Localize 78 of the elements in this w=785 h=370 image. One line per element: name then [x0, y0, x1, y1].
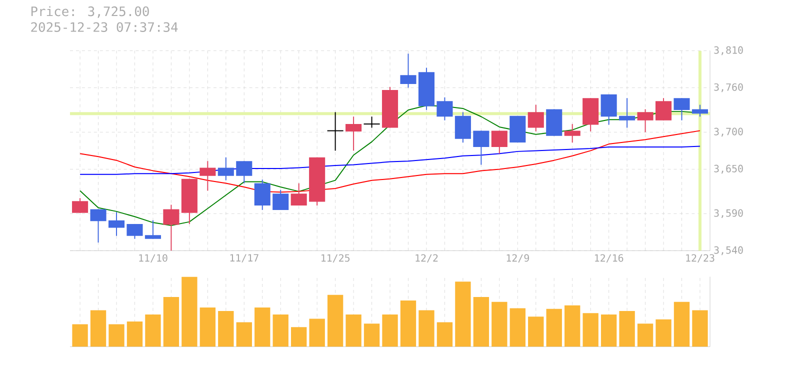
- candlestick: [218, 156, 234, 181]
- candlestick: [692, 104, 708, 118]
- candlestick: [90, 208, 106, 244]
- candlestick: [637, 108, 654, 133]
- x-tick-label: 12/2: [416, 254, 438, 263]
- bar: [182, 276, 198, 347]
- candlestick: [254, 179, 270, 210]
- y-tick-label: 3,650: [714, 164, 743, 174]
- candlestick: [163, 204, 180, 251]
- bar: [90, 310, 106, 347]
- chart-subtitle: 2025-12-23 07:37:34: [31, 22, 178, 32]
- candlestick: [655, 98, 672, 121]
- x-tick-label: 12/16: [595, 254, 624, 263]
- bar: [600, 314, 617, 347]
- bar: [619, 311, 635, 347]
- bar: [309, 318, 325, 347]
- candlestick: [236, 160, 252, 184]
- bar: [126, 322, 143, 347]
- bar: [400, 300, 416, 347]
- bar: [72, 324, 88, 347]
- candlestick: [144, 220, 161, 240]
- candlestick: [326, 112, 344, 152]
- bar: [582, 313, 598, 347]
- bar: [674, 302, 690, 347]
- y-tick-label: 3,590: [714, 209, 743, 218]
- bar: [546, 308, 562, 347]
- bar: [364, 324, 380, 347]
- candlestick: [400, 53, 416, 88]
- candlestick: [72, 198, 88, 214]
- bar: [108, 324, 124, 347]
- candlestick: [200, 160, 216, 192]
- candlestick: [473, 130, 490, 166]
- candlestick: [564, 124, 580, 144]
- bar: [218, 311, 234, 347]
- bar: [510, 308, 526, 347]
- candlestick: [272, 189, 289, 210]
- bar: [291, 327, 307, 347]
- candlestick: [108, 212, 125, 236]
- x-tick-label: 11/25: [322, 254, 350, 263]
- candlestick: [528, 104, 544, 132]
- bar: [637, 324, 654, 347]
- bar: [436, 322, 453, 347]
- candlestick: [436, 96, 453, 121]
- bar: [346, 314, 362, 347]
- bar: [492, 302, 508, 347]
- y-tick-label: 3,540: [714, 246, 743, 256]
- x-tick-label: 11/10: [139, 254, 168, 263]
- bar: [455, 282, 471, 347]
- bar: [528, 316, 544, 347]
- candlestick: [491, 130, 508, 154]
- bar: [163, 297, 180, 347]
- bar: [382, 314, 398, 347]
- y-tick-label: 3,760: [714, 83, 743, 92]
- candlestick: [600, 94, 617, 126]
- bar: [145, 314, 161, 347]
- x-tick-label: 12/23: [686, 254, 714, 263]
- candlestick: [346, 116, 362, 152]
- bar: [327, 294, 344, 347]
- bar: [692, 310, 708, 347]
- chart-title: Price: 3,725.00: [31, 6, 149, 18]
- candlestick: [619, 98, 636, 128]
- bar: [236, 322, 252, 347]
- candlestick: [674, 98, 690, 121]
- candlestick: [363, 116, 380, 128]
- candlestick: [126, 224, 143, 240]
- bar: [564, 305, 580, 347]
- bar: [473, 297, 490, 347]
- bar: [656, 319, 672, 347]
- candlestick: [454, 112, 471, 144]
- x-tick-label: 12/9: [506, 254, 529, 263]
- bar: [418, 310, 434, 347]
- bar: [200, 308, 216, 347]
- candlestick: [290, 182, 307, 206]
- x-tick-label: 11/17: [230, 254, 258, 262]
- bar: [254, 308, 270, 347]
- y-tick-label: 3,700: [714, 128, 743, 137]
- bar: [272, 314, 288, 347]
- y-tick-label: 3,810: [714, 46, 743, 56]
